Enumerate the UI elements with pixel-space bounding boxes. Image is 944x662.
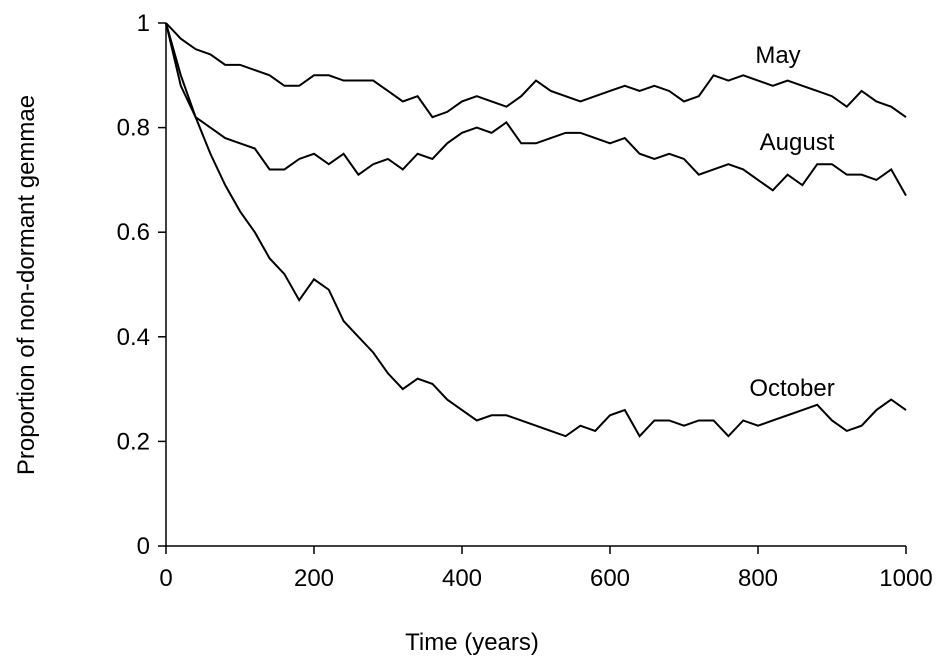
y-tick-label: 0.2 (117, 428, 150, 455)
x-tick-label: 800 (738, 565, 778, 592)
series-label: May (755, 42, 800, 69)
y-tick-label: 0 (137, 533, 150, 560)
y-tick-label: 0.6 (117, 219, 150, 246)
y-tick-label: 0.8 (117, 115, 150, 142)
x-tick-label: 1000 (879, 565, 932, 592)
x-tick-label: 200 (294, 565, 334, 592)
line-series (165, 22, 907, 119)
series-label: October (749, 375, 834, 402)
x-axis-label: Time (years) (405, 629, 539, 656)
x-tick-label: 0 (159, 565, 172, 592)
series-label: August (760, 129, 835, 156)
line-series (165, 22, 907, 197)
x-tick-label: 600 (590, 565, 630, 592)
x-tick-label: 400 (442, 565, 482, 592)
y-tick-label: 1 (137, 10, 150, 37)
y-tick-label: 0.4 (117, 324, 150, 351)
y-axis-label: Proportion of non-dormant gemmae (13, 95, 40, 475)
line-series (165, 22, 907, 438)
